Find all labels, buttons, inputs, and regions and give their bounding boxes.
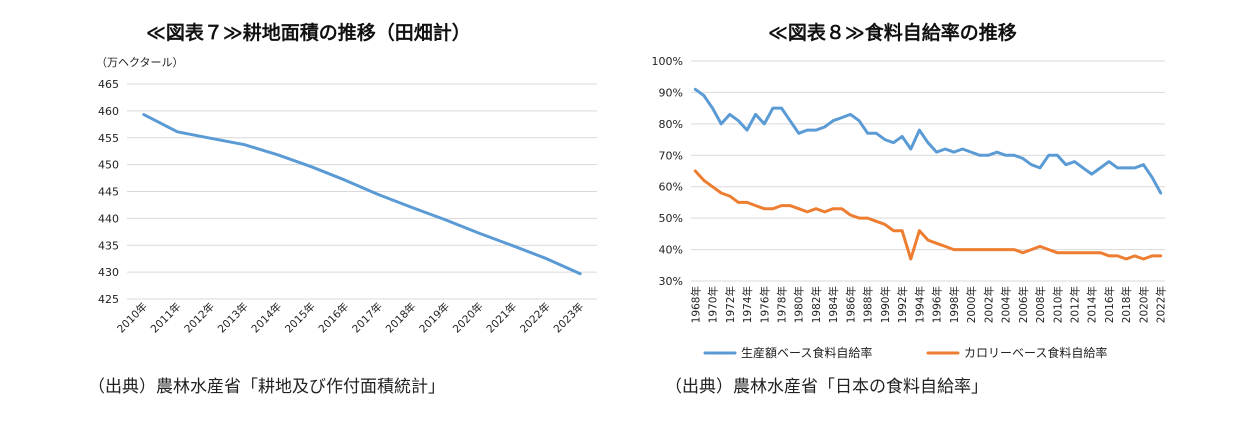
- x-tick-label: 2000年: [965, 286, 978, 323]
- x-tick-label: 1994年: [913, 286, 926, 323]
- y-tick-label: 455: [98, 132, 119, 145]
- x-tick-label: 1972年: [724, 286, 737, 323]
- y-tick-label: 100%: [652, 55, 683, 68]
- y-tick-label: 50%: [659, 212, 683, 225]
- x-tick-label: 2011年: [148, 300, 184, 336]
- y-tick-label: 40%: [659, 244, 683, 257]
- x-tick-label: 2021年: [484, 300, 520, 336]
- x-tick-label: 2022年: [517, 300, 553, 336]
- y-tick-label: 440: [98, 212, 119, 225]
- x-tick-label: 2015年: [282, 300, 318, 336]
- x-tick-label: 2019年: [417, 300, 453, 336]
- source-note: （出典）農林水産省「日本の食料自給率」: [665, 377, 988, 397]
- legend-label: カロリーベース食料自給率: [964, 345, 1107, 360]
- x-tick-label: 1980年: [793, 286, 806, 323]
- x-tick-label: 2018年: [383, 300, 419, 336]
- x-tick-label: 1982年: [810, 286, 823, 323]
- x-tick-label: 2020年: [1137, 286, 1150, 323]
- y-tick-label: 30%: [659, 275, 683, 288]
- x-tick-label: 2018年: [1120, 286, 1133, 323]
- x-tick-label: 1970年: [707, 286, 720, 323]
- series-line-calorie: [693, 169, 1163, 261]
- x-tick-label: 2017年: [349, 300, 385, 336]
- chart-farmland-area: ≪図表７≫耕地面積の推移（田畑計） 425 430 435 440 445 450 455 4…: [88, 22, 597, 397]
- x-tick-label: 2012年: [1069, 286, 1082, 323]
- x-tick-label: 1990年: [879, 286, 892, 323]
- source-note: （出典）農林水産省「耕地及び作付面積統計」: [88, 377, 445, 397]
- x-tick-label: 2012年: [182, 300, 218, 336]
- x-tick-label: 1988年: [862, 286, 875, 323]
- series-line-farmland: [142, 113, 582, 276]
- chart-food-self-sufficiency: ≪図表８≫食料自給率の推移 30% 40% 50% 60% 70% 80% 90% 100% 1…: [623, 0, 1246, 429]
- y-tick-label: 460: [98, 105, 119, 118]
- y-tick-label: 70%: [659, 149, 683, 162]
- x-tick-label: 2010年: [114, 300, 150, 336]
- y-tick-label: 435: [98, 239, 119, 252]
- x-tick-label: 2020年: [450, 300, 486, 336]
- x-tick-label: 2013年: [215, 300, 251, 336]
- x-tick-label: 2023年: [551, 300, 587, 336]
- x-tick-label: 1998年: [948, 286, 961, 323]
- x-tick-label: 2022年: [1155, 286, 1168, 323]
- y-tick-label: 80%: [659, 118, 683, 131]
- x-tick-label: 2002年: [982, 286, 995, 323]
- y-tick-label: 90%: [659, 86, 683, 99]
- y-tick-label: 60%: [659, 181, 683, 194]
- y-tick-label: 465: [98, 78, 119, 91]
- chart-title: ≪図表７≫耕地面積の推移（田畑計）: [146, 22, 471, 44]
- x-tick-label: 1992年: [896, 286, 909, 323]
- y-tick-label: 425: [98, 293, 119, 306]
- x-tick-label: 1976年: [758, 286, 771, 323]
- x-tick-label: 2010年: [1051, 286, 1064, 323]
- legend-label: 生産額ベース食料自給率: [741, 345, 872, 360]
- x-tick-label: 2008年: [1034, 286, 1047, 323]
- x-tick-label: 2016年: [316, 300, 352, 336]
- x-tick-label: 2004年: [1000, 286, 1013, 323]
- x-tick-label: 1986年: [844, 286, 857, 323]
- x-tick-label: 1968年: [689, 286, 702, 323]
- x-tick-label: 2006年: [1017, 286, 1030, 323]
- x-tick-label: 2014年: [249, 300, 285, 336]
- y-axis-unit: （万ヘクタール）: [96, 56, 184, 69]
- y-tick-label: 450: [98, 159, 119, 172]
- x-tick-label: 1984年: [827, 286, 840, 323]
- x-tick-label: 2016年: [1103, 286, 1116, 323]
- self-sufficiency-chart-svg: 30% 40% 50% 60% 70% 80% 90% 100% 1968年 1970年 1972年…: [652, 55, 1168, 360]
- farmland-chart-svg: 425 430 435 440 445 450 455 460 465 （万ヘクタール） 2010年…: [96, 56, 597, 336]
- x-tick-label: 1996年: [931, 286, 944, 323]
- x-tick-label: 1978年: [775, 286, 788, 323]
- y-tick-label: 430: [98, 266, 119, 279]
- series-line-production-value: [693, 87, 1163, 195]
- y-tick-label: 445: [98, 186, 119, 199]
- chart-title: ≪図表８≫食料自給率の推移: [768, 22, 1017, 44]
- x-tick-label: 1974年: [741, 286, 754, 323]
- x-tick-label: 2014年: [1086, 286, 1099, 323]
